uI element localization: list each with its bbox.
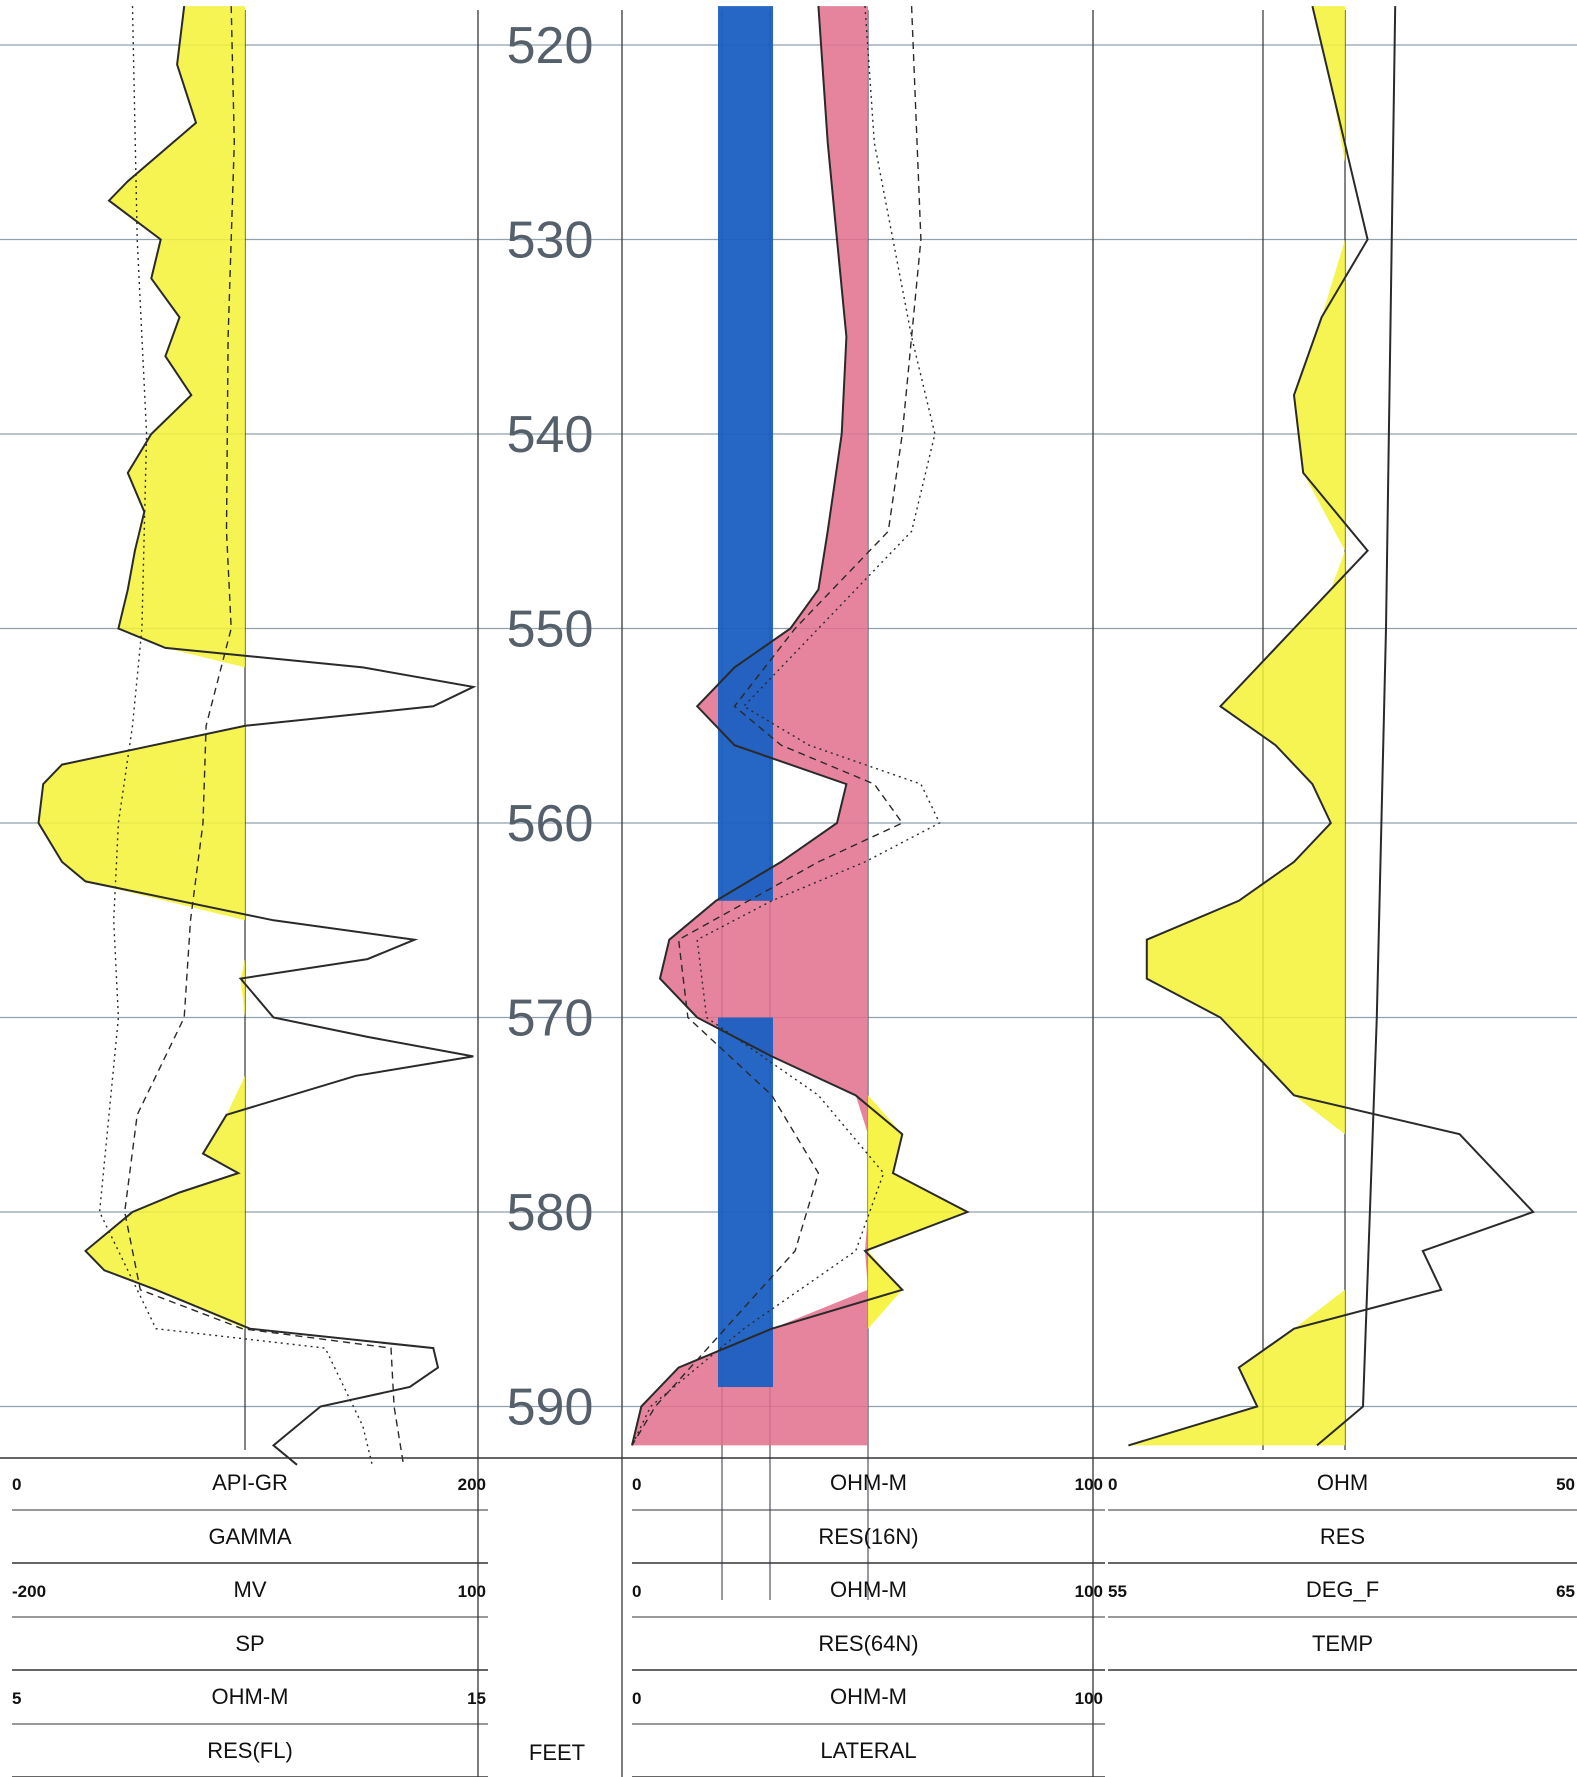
depth-label: 530 [507,212,594,270]
scale-max: 15 [467,1689,486,1708]
scale-min: 0 [1108,1475,1117,1494]
header-panel: 0 API-GR 200 GAMMA -200 MV 100 SP 5 OHM-M 15 RES(FL… [0,1457,1577,1777]
res-curve [1128,5,1535,1447]
gamma-fill [38,6,245,1465]
scale-unit: API-GR [212,1470,288,1495]
curve-name: RES(16N) [818,1524,918,1549]
scale-unit: OHM-M [830,1577,907,1602]
scale-min: 0 [12,1475,21,1494]
scale-min: 0 [632,1582,641,1601]
lateral-curve [631,6,941,1446]
depth-unit-label: FEET [529,1740,585,1765]
scale-min: 55 [1108,1582,1127,1601]
depth-label: 570 [507,990,594,1048]
scale-min: 5 [12,1689,21,1708]
depth-label: 520 [507,17,594,75]
depth-label: 540 [507,406,594,464]
sp-blue-band [718,6,773,901]
curve-name: RES(64N) [818,1631,918,1656]
temp-curve [1316,6,1397,1447]
depth-label: 590 [507,1379,594,1437]
scale-min: 0 [632,1475,641,1494]
curve-name: LATERAL [820,1738,916,1763]
depth-track: 520 530 540 550 560 570 580 590 [507,17,594,1437]
sp-blue-band [718,1017,773,1388]
curve-name: RES [1320,1524,1365,1549]
scale-unit: OHM-M [212,1684,289,1709]
scale-max: 65 [1556,1582,1575,1601]
gamma-curve [37,5,477,1466]
res-16n--curve [631,6,970,1446]
depth-label: 550 [507,601,594,659]
scale-unit: OHM [1317,1470,1368,1495]
curve-name: SP [235,1631,264,1656]
scale-max: 100 [1075,1689,1103,1708]
curve-name: GAMMA [208,1524,291,1549]
scale-max: 100 [1075,1582,1103,1601]
depth-label: 580 [507,1184,594,1242]
fill-layer [38,6,1345,1465]
scale-unit: OHM-M [830,1470,907,1495]
scale-max: 100 [1075,1475,1103,1494]
scale-max: 50 [1556,1475,1575,1494]
curve-name: TEMP [1312,1631,1373,1656]
res-64n--curve [631,6,922,1446]
scale-max: 200 [458,1475,486,1494]
res16n-yellow-fill [868,6,968,1446]
curve-layer [37,5,1535,1466]
res-fill [1128,6,1345,1446]
scale-min: -200 [12,1582,46,1601]
scale-unit: MV [234,1577,267,1602]
scale-max: 100 [458,1582,486,1601]
scale-unit: OHM-M [830,1684,907,1709]
scale-unit: DEG_F [1306,1577,1379,1602]
scale-min: 0 [632,1689,641,1708]
depth-label: 560 [507,795,594,853]
curve-name: RES(FL) [207,1738,293,1763]
